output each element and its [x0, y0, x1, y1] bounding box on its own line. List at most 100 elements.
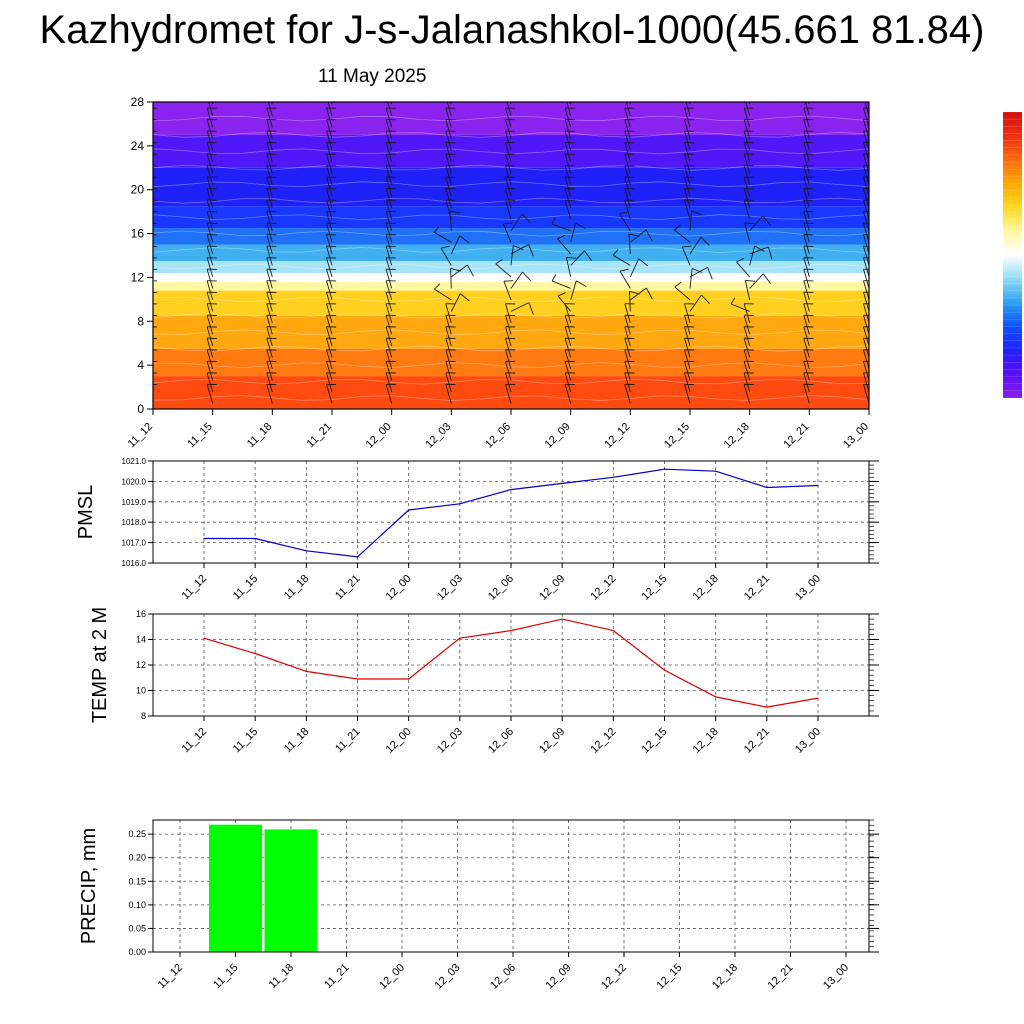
wind-barb-flag — [503, 280, 514, 282]
wind-barb — [450, 268, 452, 289]
wind-barb — [863, 338, 869, 358]
wind-barb — [495, 263, 512, 278]
wind-barb — [569, 102, 572, 105]
wind-barb — [451, 264, 468, 278]
wind-barb — [688, 102, 691, 105]
wind-barb — [153, 125, 154, 128]
wind-barb — [863, 303, 869, 324]
wind-barb — [863, 119, 869, 139]
wind-barb — [153, 309, 154, 312]
wind-barb — [385, 211, 393, 231]
heatmap-band — [153, 315, 869, 349]
wind-barb — [564, 315, 572, 335]
wind-barb — [266, 199, 273, 220]
x-tick-label: 12_21 — [781, 421, 811, 451]
wind-barb — [326, 315, 333, 335]
wind-barb — [206, 349, 214, 370]
wind-barb — [385, 234, 393, 255]
wind-barb — [266, 245, 273, 266]
wind-barb — [629, 291, 631, 312]
heatmap-band — [153, 228, 869, 245]
wind-barb — [743, 119, 751, 139]
wind-barb — [153, 171, 154, 174]
heatmap-band — [153, 348, 869, 377]
wind-barb — [266, 292, 273, 312]
wind-barb — [326, 280, 333, 301]
wind-barb — [385, 142, 393, 162]
wind-barb — [266, 269, 273, 289]
wind-barb-flag — [646, 287, 653, 300]
wind-barb — [510, 244, 529, 255]
contour-line — [153, 214, 869, 221]
pmsl-panel: 1016.0 1017.0 1018.0 1019.0 1020.0 1021.0 11_1… — [75, 457, 879, 603]
wind-barb — [863, 107, 869, 128]
wind-barb — [565, 257, 572, 277]
wind-barb — [743, 153, 751, 174]
wind-barb — [326, 326, 333, 347]
wind-barb-flag — [612, 249, 619, 256]
wind-barb-flag — [754, 245, 765, 252]
wind-barb — [689, 267, 708, 278]
wind-barb — [153, 355, 154, 358]
x-tick-label: 12_15 — [640, 726, 670, 756]
wind-barb — [450, 235, 461, 255]
wind-barb — [445, 142, 452, 162]
wind-barb — [153, 229, 154, 231]
x-tick-label: 11_12 — [180, 726, 210, 756]
wind-barb — [749, 215, 764, 232]
wind-barb — [445, 176, 452, 197]
wind-barb — [385, 222, 393, 243]
wind-barb — [630, 229, 647, 243]
wind-barb — [505, 384, 512, 404]
wind-barb — [684, 119, 691, 139]
wind-barb — [863, 222, 869, 243]
wind-barb — [206, 130, 214, 151]
wind-barb — [689, 210, 692, 231]
wind-barb — [326, 165, 333, 185]
wind-barb — [326, 153, 333, 174]
x-tick-label: 12_21 — [742, 573, 772, 603]
wind-barb — [503, 281, 512, 301]
wind-barb — [206, 361, 214, 381]
wind-barb — [684, 384, 691, 404]
data-point — [203, 537, 205, 540]
wind-barb — [206, 269, 214, 289]
wind-barb — [624, 361, 631, 381]
wind-barb — [681, 246, 691, 266]
wind-barb — [326, 384, 333, 404]
contour-line — [153, 247, 869, 253]
wind-barb — [557, 295, 572, 312]
wind-barb-flag — [674, 281, 682, 288]
wind-barb — [266, 222, 273, 243]
y-tick-label: 0 — [137, 402, 144, 416]
wind-barb — [803, 326, 810, 347]
wind-barb — [266, 303, 273, 324]
y-axis-title: PMSL — [75, 485, 97, 539]
wind-barb-flag — [701, 294, 710, 305]
wind-barb-flag — [619, 268, 629, 272]
wind-barb — [743, 349, 751, 370]
wind-barb — [803, 372, 810, 393]
wind-barb — [624, 142, 631, 162]
wind-barb — [629, 102, 631, 105]
wind-barb — [566, 102, 572, 116]
wind-barb — [506, 102, 512, 116]
wind-barb — [736, 261, 751, 278]
wind-barb — [505, 153, 512, 174]
wind-barb — [684, 338, 691, 358]
wind-barb — [803, 257, 810, 278]
x-tick-label: 11_15 — [231, 573, 261, 603]
wind-barb — [744, 280, 751, 300]
wind-barb-flag — [566, 256, 577, 259]
wind-barb — [206, 211, 214, 231]
wind-barb — [153, 321, 154, 323]
wind-barb — [326, 119, 333, 139]
wind-barb — [153, 367, 154, 369]
colorbar — [1003, 111, 1022, 399]
wind-barb-flag — [682, 245, 692, 248]
wind-barb — [271, 102, 273, 105]
wind-barb-flag — [762, 215, 771, 226]
wind-barb — [803, 153, 810, 174]
x-tick-label: 11_21 — [333, 726, 363, 756]
wind-barb — [624, 130, 631, 151]
